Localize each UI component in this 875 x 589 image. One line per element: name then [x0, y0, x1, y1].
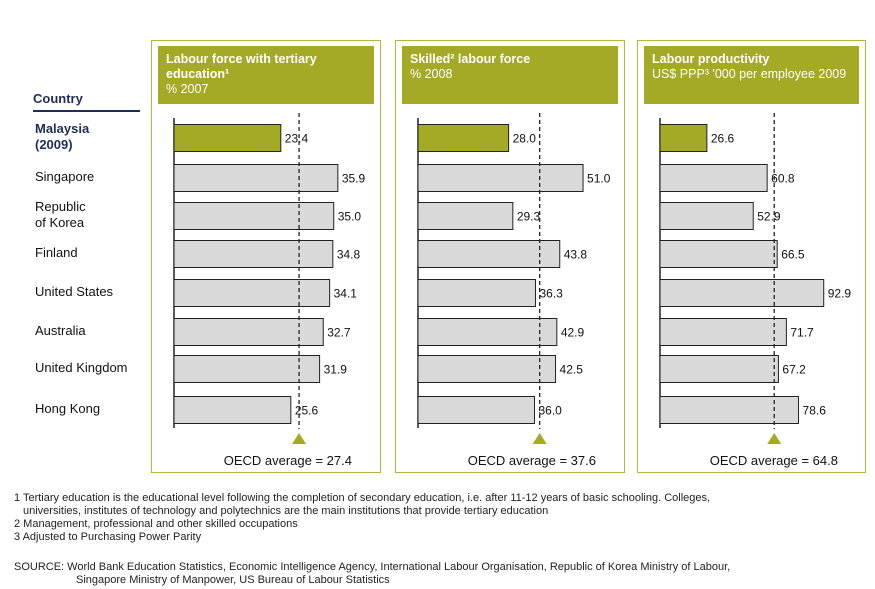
bar-chart: 26.6 60.8 52.9 66.5 92.9 71.7 67.2 78.6 OECD ave… [659, 113, 852, 468]
footnote-2: 2 Management, professional and other ski… [14, 518, 298, 530]
bar [659, 318, 787, 346]
bar-chart: 28.0 51.0 29.3 43.8 36.3 42.9 42.5 36.0 OECD ave… [417, 113, 611, 468]
bar [417, 355, 557, 383]
country-label-line: Republic [35, 199, 86, 214]
average-marker [767, 433, 782, 444]
country-label: Malaysia (2009) [35, 121, 89, 153]
country-label-line: of Korea [35, 215, 85, 230]
average-label: OECD average = 37.6 [468, 453, 596, 468]
panel-subtitle: % 2008 [410, 67, 453, 81]
country-label-line: (2009) [35, 137, 73, 152]
bar-value-label: 26.6 [711, 132, 735, 146]
bar-value-label: 34.8 [337, 248, 361, 262]
footnote-1: 1 Tertiary education is the educational … [14, 492, 711, 504]
panel-header: Skilled² labour force % 2008 [402, 46, 618, 104]
panel-skilled-labour: Skilled² labour force % 2008 28.0 51.0 29.… [395, 40, 625, 473]
bar-value-label: 34.1 [334, 287, 358, 301]
panel-title: Skilled² labour force [410, 52, 531, 66]
bar [417, 240, 561, 268]
average-marker [532, 433, 547, 444]
bar-value-label: 35.9 [342, 172, 366, 186]
bar [173, 240, 334, 268]
country-label: United States [35, 284, 113, 300]
panel-header: Labour force with tertiary education¹ % … [158, 46, 374, 104]
country-label: Singapore [35, 169, 94, 185]
panel-subtitle: % 2007 [166, 82, 209, 96]
bar-value-label: 43.8 [564, 248, 588, 262]
country-label: Hong Kong [35, 401, 100, 417]
bar-value-label: 31.9 [324, 363, 348, 377]
bar [173, 318, 324, 346]
average-marker [292, 433, 307, 444]
country-label-line: Malaysia [35, 121, 90, 136]
panel-title: Labour force with tertiary education¹ [166, 52, 317, 81]
country-label: United Kingdom [35, 360, 128, 376]
bar [659, 202, 754, 230]
country-header-rule [33, 110, 140, 112]
bar-value-label: 66.5 [781, 248, 805, 262]
panel-title: Labour productivity [652, 52, 770, 66]
panel-tertiary-education: Labour force with tertiary education¹ % … [151, 40, 381, 473]
bar-value-label: 28.0 [513, 132, 537, 146]
bar [659, 355, 779, 383]
source-note: SOURCE: World Bank Education Statistics,… [14, 561, 730, 587]
bar [417, 164, 584, 192]
country-label-line: Finland [35, 245, 78, 260]
bar-value-label: 23.4 [285, 132, 309, 146]
bar-chart: 23.4 35.9 35.0 34.8 34.1 32.7 31.9 25.6 OECD ave… [173, 113, 366, 468]
bar [659, 124, 708, 152]
panel-labour-productivity: Labour productivity US$ PPP³ '000 per em… [637, 40, 866, 473]
source-line-2: Singapore Ministry of Manpower, US Burea… [76, 574, 390, 586]
bar-value-label: 32.7 [327, 326, 351, 340]
bar [173, 202, 335, 230]
country-label-line: United States [35, 284, 114, 299]
source-line-1: SOURCE: World Bank Education Statistics,… [14, 561, 731, 573]
bar [659, 240, 778, 268]
country-label-line: United Kingdom [35, 360, 128, 375]
country-label-line: Australia [35, 323, 86, 338]
bar-value-label: 60.8 [771, 172, 795, 186]
bar-value-label: 25.6 [295, 404, 319, 418]
bar-value-label: 51.0 [587, 172, 611, 186]
bar [417, 279, 536, 307]
bar [173, 279, 331, 307]
bar [417, 396, 536, 424]
country-label-line: Hong Kong [35, 401, 101, 416]
country-label: Finland [35, 245, 78, 261]
bar-value-label: 36.0 [539, 404, 563, 418]
bar [173, 164, 339, 192]
country-label: Australia [35, 323, 86, 339]
average-label: OECD average = 27.4 [224, 453, 352, 468]
footnote-1-cont: universities, institutes of technology a… [23, 505, 549, 517]
bar [173, 124, 282, 152]
bar [173, 355, 321, 383]
bar [173, 396, 292, 424]
bar-value-label: 71.7 [790, 326, 814, 340]
bar-value-label: 42.9 [561, 326, 585, 340]
bar [659, 396, 800, 424]
bar-value-label: 67.2 [782, 363, 806, 377]
bar-value-label: 42.5 [560, 363, 584, 377]
bar-value-label: 36.3 [539, 287, 563, 301]
country-column-header: Country [33, 91, 83, 106]
country-label-line: Singapore [35, 169, 95, 184]
bar [417, 318, 558, 346]
footnotes: 1 Tertiary education is the educational … [14, 492, 864, 544]
bar [659, 279, 825, 307]
bar [417, 124, 510, 152]
footnote-3: 3 Adjusted to Purchasing Power Parity [14, 531, 202, 543]
bar-value-label: 35.0 [338, 210, 362, 224]
country-label: Republic of Korea [35, 199, 86, 231]
bar-value-label: 29.3 [517, 210, 541, 224]
bar-value-label: 52.9 [757, 210, 781, 224]
bar [417, 202, 514, 230]
bar [659, 164, 768, 192]
average-label: OECD average = 64.8 [710, 453, 838, 468]
bar-value-label: 92.9 [828, 287, 852, 301]
panel-subtitle: US$ PPP³ '000 per employee 2009 [652, 67, 847, 81]
panel-header: Labour productivity US$ PPP³ '000 per em… [644, 46, 859, 104]
bar-value-label: 78.6 [803, 404, 827, 418]
